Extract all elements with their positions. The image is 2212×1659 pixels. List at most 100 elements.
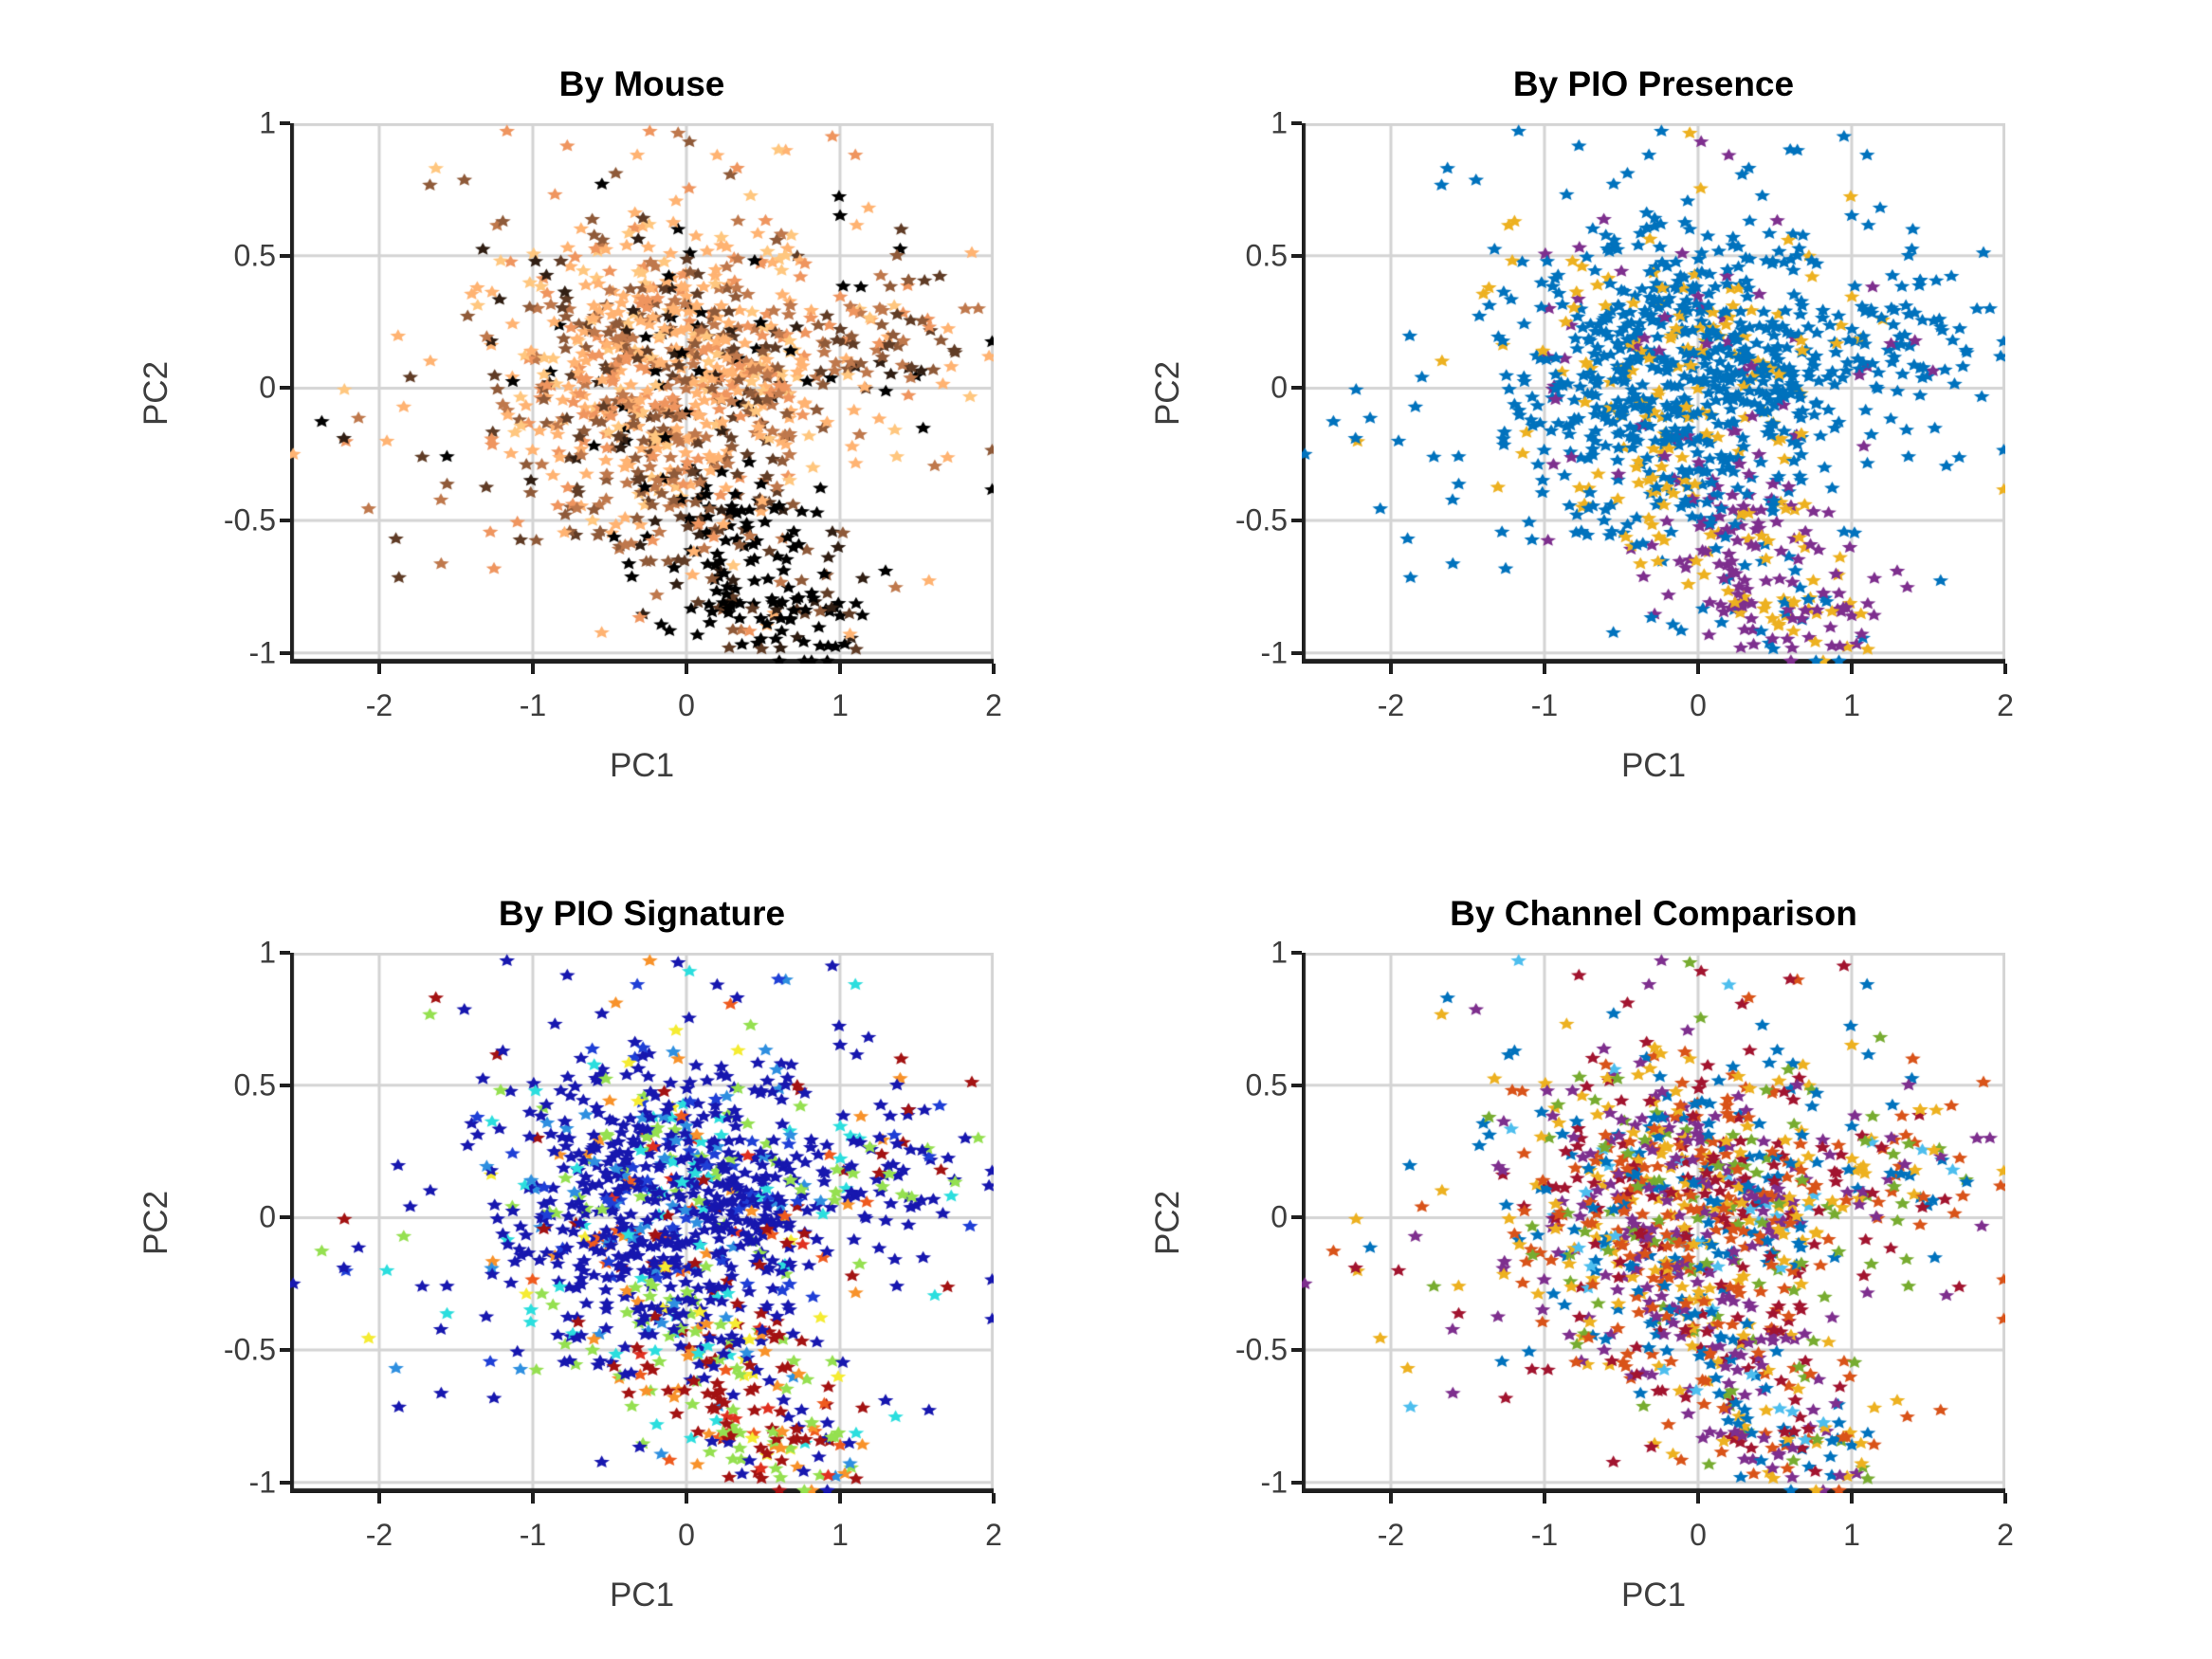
x-tick-mark <box>2003 1493 2007 1504</box>
x-tick-mark <box>684 1493 688 1504</box>
y-tick-mark <box>280 1348 290 1353</box>
x-tick-label: 1 <box>832 1518 849 1552</box>
x-tick-label: -1 <box>1530 1518 1559 1552</box>
x-axis-label: PC1 <box>1620 1577 1687 1613</box>
scatter-canvas <box>290 123 994 664</box>
x-tick-mark <box>1388 1493 1393 1504</box>
y-tick-label: -1 <box>1260 1465 1288 1500</box>
scatter-canvas <box>290 953 994 1493</box>
x-tick-mark <box>992 1493 996 1504</box>
y-tick-mark <box>280 1480 290 1485</box>
y-tick-label: 0 <box>1271 370 1288 405</box>
y-tick-mark <box>1291 1348 1302 1353</box>
x-tick-mark <box>1388 664 1393 674</box>
y-tick-label: 1 <box>259 935 276 970</box>
x-tick-label: 0 <box>1690 1518 1707 1552</box>
y-tick-label: 0 <box>1271 1199 1288 1234</box>
y-tick-mark <box>280 386 290 391</box>
x-tick-label: 0 <box>678 1518 695 1552</box>
y-tick-label: -1 <box>248 635 276 670</box>
x-tick-mark <box>1542 664 1546 674</box>
y-tick-mark <box>1291 951 1302 955</box>
y-tick-mark <box>1291 519 1302 523</box>
y-tick-label: 0.5 <box>233 238 276 273</box>
x-tick-mark <box>837 664 842 674</box>
x-axis-label: PC1 <box>609 747 675 784</box>
y-tick-label: 1 <box>1271 935 1288 970</box>
y-tick-label: 0 <box>259 1199 276 1234</box>
x-tick-label: 2 <box>985 1518 1002 1552</box>
x-tick-label: -2 <box>365 1518 393 1552</box>
y-tick-label: 1 <box>259 105 276 140</box>
y-tick-mark <box>1291 386 1302 391</box>
panel-title: By Channel Comparison <box>1450 894 1857 933</box>
y-tick-label: 1 <box>1271 105 1288 140</box>
scatter-canvas <box>1302 123 2005 664</box>
y-tick-mark <box>280 519 290 523</box>
x-tick-mark <box>376 1493 381 1504</box>
panel-by-pio-presence: By PIO Presence PC2 1 0.5 0 -0.5 -1 -2 -1 0 1 2 … <box>1149 64 2014 784</box>
panel-title: By PIO Signature <box>498 894 786 933</box>
x-tick-label: 1 <box>1843 688 1860 722</box>
y-axis-label: PC2 <box>1149 1190 1186 1256</box>
y-tick-mark <box>1291 121 1302 125</box>
x-tick-label: 0 <box>1690 688 1707 722</box>
x-tick-label: -2 <box>1377 688 1405 722</box>
scatter-canvas <box>1302 953 2005 1493</box>
y-tick-label: -0.5 <box>223 502 276 538</box>
x-tick-mark <box>1695 1493 1700 1504</box>
x-tick-mark <box>376 664 381 674</box>
x-tick-mark <box>530 664 535 674</box>
y-tick-label: -1 <box>248 1465 276 1500</box>
y-tick-mark <box>1291 253 1302 258</box>
x-tick-mark <box>530 1493 535 1504</box>
x-tick-label: 2 <box>1997 688 2014 722</box>
y-tick-mark <box>1291 650 1302 655</box>
y-tick-mark <box>1291 1480 1302 1485</box>
y-tick-label: -0.5 <box>1234 502 1288 538</box>
x-tick-mark <box>2003 664 2007 674</box>
y-tick-mark <box>280 1215 290 1220</box>
panel-by-mouse: By Mouse PC2 1 0.5 0 -0.5 -1 -2 -1 0 1 2 PC1 <box>137 64 1002 784</box>
x-tick-label: -2 <box>365 688 393 722</box>
x-tick-mark <box>837 1493 842 1504</box>
x-tick-label: -1 <box>519 688 547 722</box>
y-tick-mark <box>1291 1083 1302 1087</box>
panel-by-pio-signature: By PIO Signature PC2 1 0.5 0 -0.5 -1 -2 -1 0 1 2… <box>137 894 1002 1613</box>
x-tick-label: 1 <box>1843 1518 1860 1552</box>
panel-by-channel-comparison: By Channel Comparison PC2 1 0.5 0 -0.5 -1 -2… <box>1149 894 2014 1613</box>
y-tick-label: -1 <box>1260 635 1288 670</box>
x-tick-label: -1 <box>1530 688 1559 722</box>
y-tick-label: 0.5 <box>1245 238 1288 273</box>
panel-title: By Mouse <box>558 64 725 103</box>
x-axis-label: PC1 <box>1620 747 1687 784</box>
y-tick-label: -0.5 <box>1234 1332 1288 1367</box>
y-tick-mark <box>280 650 290 655</box>
x-tick-label: 2 <box>1997 1518 2014 1552</box>
y-axis-label: PC2 <box>137 1190 174 1256</box>
y-tick-mark <box>280 121 290 125</box>
y-tick-label: 0.5 <box>1245 1067 1288 1103</box>
panel-title: By PIO Presence <box>1512 64 1795 103</box>
x-tick-label: -1 <box>519 1518 547 1552</box>
y-axis-label: PC2 <box>1149 360 1186 427</box>
x-tick-mark <box>1695 664 1700 674</box>
y-tick-label: 0 <box>259 370 276 405</box>
x-tick-label: 0 <box>678 688 695 722</box>
x-axis-label: PC1 <box>609 1577 675 1613</box>
y-tick-mark <box>280 1083 290 1087</box>
y-tick-label: 0.5 <box>233 1067 276 1103</box>
x-tick-label: -2 <box>1377 1518 1405 1552</box>
x-tick-mark <box>1849 664 1854 674</box>
y-tick-mark <box>280 951 290 955</box>
y-tick-label: -0.5 <box>223 1332 276 1367</box>
x-tick-mark <box>992 664 996 674</box>
y-tick-mark <box>1291 1215 1302 1220</box>
x-tick-label: 1 <box>832 688 849 722</box>
y-axis-label: PC2 <box>137 360 174 427</box>
x-tick-mark <box>684 664 688 674</box>
x-tick-mark <box>1542 1493 1546 1504</box>
y-tick-mark <box>280 253 290 258</box>
x-tick-mark <box>1849 1493 1854 1504</box>
